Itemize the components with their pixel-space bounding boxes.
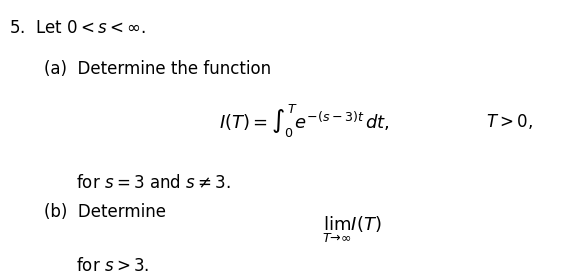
Text: for $s = 3$ and $s \neq 3$.: for $s = 3$ and $s \neq 3$. — [76, 174, 231, 192]
Text: $T > 0,$: $T > 0,$ — [486, 112, 533, 131]
Text: (a)  Determine the function: (a) Determine the function — [44, 60, 271, 78]
Text: $\lim_{T\to\infty} I(T)$: $\lim_{T\to\infty} I(T)$ — [322, 215, 381, 245]
Text: $I(T) = \int_0^T e^{-(s-3)t}\,dt,$: $I(T) = \int_0^T e^{-(s-3)t}\,dt,$ — [219, 103, 390, 140]
Text: (b)  Determine: (b) Determine — [44, 203, 166, 221]
Text: 5.  Let $0 < s < \infty$.: 5. Let $0 < s < \infty$. — [9, 19, 146, 37]
Text: for $s > 3$.: for $s > 3$. — [76, 257, 149, 272]
